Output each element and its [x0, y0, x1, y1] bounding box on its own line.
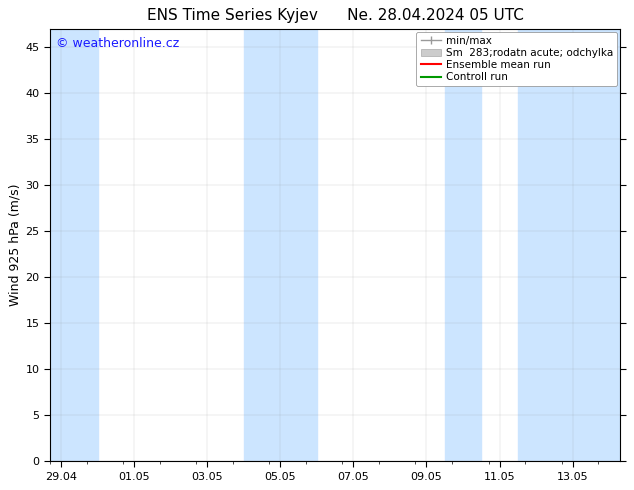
Y-axis label: Wind 925 hPa (m/s): Wind 925 hPa (m/s)	[8, 184, 22, 306]
Legend: min/max, Sm  283;rodatn acute; odchylka, Ensemble mean run, Controll run: min/max, Sm 283;rodatn acute; odchylka, …	[417, 32, 617, 86]
Text: © weatheronline.cz: © weatheronline.cz	[56, 37, 179, 50]
Title: ENS Time Series Kyjev      Ne. 28.04.2024 05 UTC: ENS Time Series Kyjev Ne. 28.04.2024 05 …	[146, 8, 524, 24]
Bar	[518, 29, 620, 461]
Bar	[50, 29, 98, 461]
Bar	[444, 29, 481, 461]
Bar	[243, 29, 317, 461]
